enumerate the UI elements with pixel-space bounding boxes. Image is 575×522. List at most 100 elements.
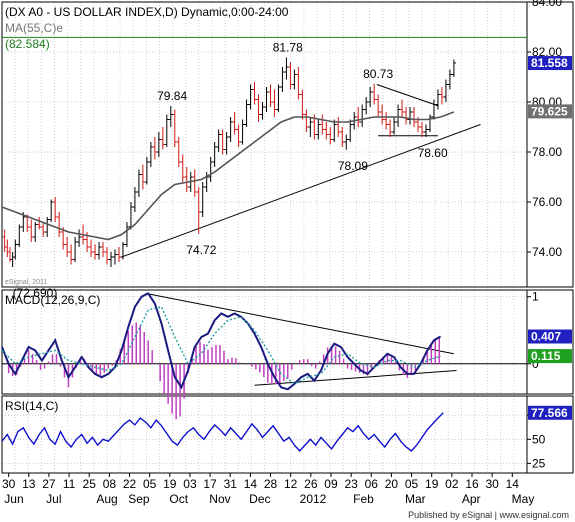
esignal-watermark: eSignal, 2011 xyxy=(5,279,47,286)
x-month-label: Sep xyxy=(128,492,150,506)
price-bar xyxy=(196,187,201,234)
price-title: (DX A0 - US DOLLAR INDEX,D) Dynamic,0:00… xyxy=(5,5,289,19)
price-bar xyxy=(89,239,94,257)
price-bar xyxy=(240,119,245,145)
x-day-label: 14 xyxy=(244,477,258,491)
x-day-label: 16 xyxy=(465,477,479,491)
footer-credit: Published by eSignal | www.esignal.com xyxy=(408,510,569,520)
macd-ytick-label: 0 xyxy=(532,357,539,371)
price-bar xyxy=(244,99,249,127)
price-bar xyxy=(316,119,321,140)
price-bar xyxy=(364,97,369,115)
price-bar xyxy=(136,169,141,197)
price-series-ma xyxy=(1,111,455,241)
macd-axis-frame xyxy=(526,289,574,395)
macd-axis-tag: 0.407 xyxy=(528,329,572,344)
x-day-label: 26 xyxy=(304,477,318,491)
price-bar xyxy=(308,117,313,137)
svg-text:79.625: 79.625 xyxy=(531,104,568,118)
price-bar xyxy=(252,82,257,105)
price-bar xyxy=(380,104,385,125)
x-day-label: 09 xyxy=(324,477,338,491)
price-axis-tag: 79.625 xyxy=(528,104,572,119)
price-bar xyxy=(423,124,428,137)
rsi-series-rsi_line xyxy=(1,412,444,452)
price-bar xyxy=(176,137,181,167)
x-month-label: Apr xyxy=(462,492,481,506)
macd-trendline-1 xyxy=(254,370,457,386)
price-annotation: 78.09 xyxy=(338,159,368,173)
price-bar xyxy=(156,132,161,157)
x-day-label: 05 xyxy=(143,477,157,491)
price-bar xyxy=(69,244,74,265)
rsi-ytick-label: 50 xyxy=(532,432,546,446)
rsi-axis-frame xyxy=(526,395,574,474)
price-bar xyxy=(280,67,285,92)
price-bar xyxy=(168,106,173,127)
price-bar xyxy=(224,132,229,155)
price-bar xyxy=(124,222,129,247)
price-bar xyxy=(33,222,38,242)
x-month-label: Aug xyxy=(96,492,117,506)
price-trendline-1 xyxy=(376,84,439,107)
price-bar xyxy=(344,134,349,150)
price-bar xyxy=(368,87,373,107)
price-bar xyxy=(427,114,432,132)
price-bar xyxy=(435,89,440,110)
price-bar xyxy=(41,222,46,237)
svg-text:77.566: 77.566 xyxy=(531,406,568,420)
price-bar xyxy=(264,87,269,112)
price-bar xyxy=(268,84,273,107)
price-bar xyxy=(340,127,345,147)
price-bar xyxy=(17,224,22,247)
price-bar xyxy=(356,107,361,127)
svg-text:81.558: 81.558 xyxy=(531,56,568,70)
price-bar xyxy=(396,104,401,127)
price-bar xyxy=(97,242,102,260)
x-day-label: 17 xyxy=(203,477,217,491)
price-bar xyxy=(276,84,281,112)
x-day-label: 30 xyxy=(485,477,499,491)
svg-text:0.407: 0.407 xyxy=(531,329,561,343)
price-annotation: 81.78 xyxy=(273,41,303,55)
x-day-label: 03 xyxy=(183,477,197,491)
price-bar xyxy=(216,129,221,152)
price-bar xyxy=(164,114,169,147)
macd-ytick-label: 1 xyxy=(532,290,539,304)
price-bar xyxy=(212,142,217,167)
price-bar xyxy=(336,117,341,137)
price-bar xyxy=(208,157,213,182)
price-bar xyxy=(93,244,98,260)
price-bar xyxy=(37,217,42,230)
price-bar xyxy=(49,199,54,222)
price-bar xyxy=(284,57,289,80)
macd-series-signal_line xyxy=(1,305,441,385)
price-bar xyxy=(288,62,293,90)
macd-trendline-0 xyxy=(145,292,454,355)
price-bar xyxy=(228,117,233,142)
price-bar xyxy=(140,164,145,190)
price-annotation: 80.73 xyxy=(363,67,393,81)
price-bar xyxy=(447,69,452,90)
price-bar xyxy=(65,237,70,257)
x-month-label: Feb xyxy=(353,492,374,506)
price-trendline-0 xyxy=(121,124,481,258)
price-bar xyxy=(180,154,185,182)
price-ytick-label: 74.00 xyxy=(532,245,562,259)
x-day-label: 08 xyxy=(103,477,117,491)
svg-text:0.115: 0.115 xyxy=(531,349,561,363)
price-annotation: 79.84 xyxy=(157,89,187,103)
price-bar xyxy=(57,212,62,237)
price-bar xyxy=(73,237,78,262)
price-bar xyxy=(236,124,241,147)
price-bar xyxy=(376,94,381,117)
price-bar xyxy=(272,89,277,117)
price-ytick-label: 84.00 xyxy=(532,0,562,9)
x-day-label: 12 xyxy=(284,477,298,491)
price-bar xyxy=(328,127,333,145)
price-bar xyxy=(360,104,365,127)
x-day-label: 14 xyxy=(506,477,520,491)
price-bar xyxy=(184,167,189,192)
price-bar xyxy=(300,89,305,120)
price-bar xyxy=(296,67,301,100)
